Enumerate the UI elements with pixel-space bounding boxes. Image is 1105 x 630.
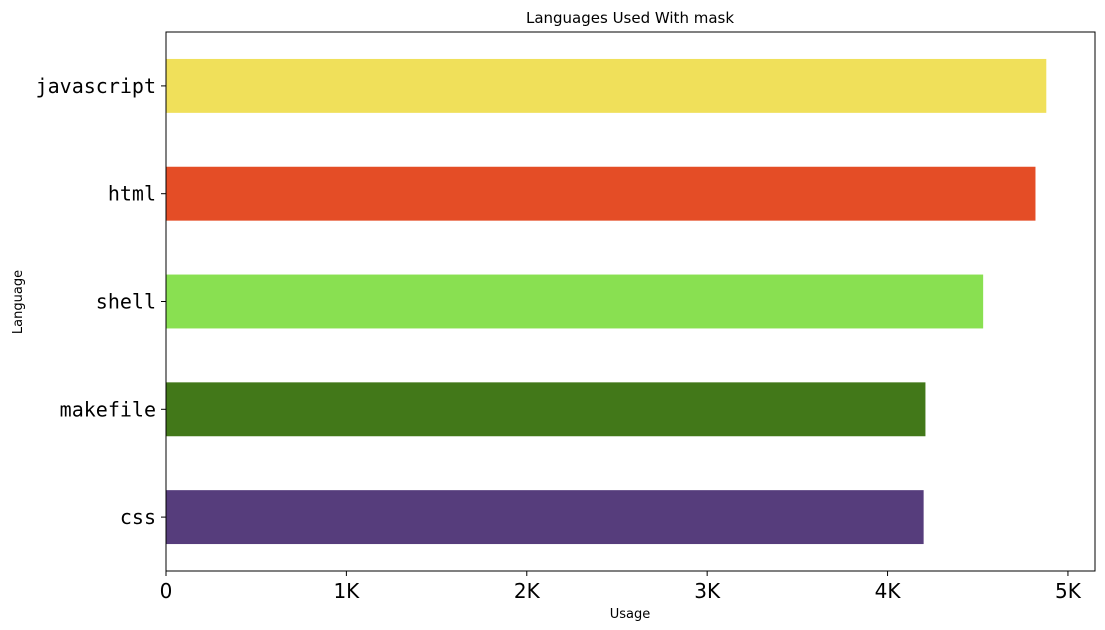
y-tick-label: css: [120, 505, 156, 529]
x-axis-ticks: 0 1K 2K 3K 4K 5K: [160, 571, 1082, 603]
x-tick-label: 3K: [694, 579, 721, 603]
y-tick-label: javascript: [36, 74, 156, 98]
bar-javascript: [166, 58, 1047, 113]
plot-frame: [165, 31, 1096, 572]
y-tick-label: makefile: [60, 397, 156, 421]
bars-group: [166, 58, 1047, 545]
x-tick-label: 5K: [1055, 579, 1082, 603]
y-tick-label: shell: [96, 290, 156, 314]
bar-html: [166, 166, 1036, 221]
bar-makefile: [166, 382, 926, 437]
x-tick-label: 2K: [514, 579, 541, 603]
y-axis-label: Language: [11, 270, 26, 334]
y-axis-ticks: javascript html shell makefile css: [36, 74, 166, 529]
x-tick-label: 1K: [333, 579, 360, 603]
bar-shell: [166, 274, 984, 329]
bar-css: [166, 490, 924, 545]
x-tick-label: 0: [160, 579, 173, 603]
x-axis-label: Usage: [610, 607, 651, 622]
chart-title: Languages Used With mask: [526, 9, 734, 27]
x-tick-label: 4K: [875, 579, 902, 603]
y-tick-label: html: [108, 182, 156, 206]
